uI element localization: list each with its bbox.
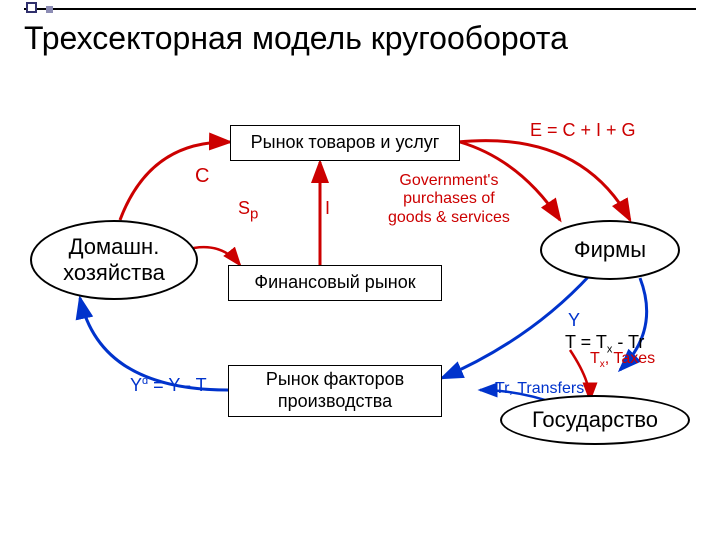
Sp-label: Sp (238, 198, 258, 223)
factor-market-box: Рынок факторов производства (228, 365, 442, 417)
factor-market-label: Рынок факторов производства (266, 369, 404, 412)
households-node: Домашн. хозяйства (30, 220, 198, 300)
title-rule (24, 8, 696, 10)
bullet-square-solid (46, 6, 53, 13)
circular-flow-diagram: Рынок товаров и услуг Финансовый рынок Р… (0, 70, 720, 540)
C-label: C (195, 165, 209, 188)
government-label: Государство (532, 407, 658, 433)
page-title: Трехсекторная модель кругооборота (24, 20, 568, 57)
goods-market-label: Рынок товаров и услуг (251, 132, 440, 154)
equation-label: E = C + I + G (530, 120, 636, 141)
firms-label: Фирмы (574, 237, 646, 263)
Tr-label: Tr, Transfers (495, 380, 584, 398)
firms-node: Фирмы (540, 220, 680, 280)
gov-purchases-label: Government's purchases of goods & servic… (388, 172, 510, 227)
financial-market-box: Финансовый рынок (228, 265, 442, 301)
Tx-label: Tx, Taxes (590, 350, 655, 370)
financial-market-label: Финансовый рынок (254, 272, 415, 294)
arrow-C_goods (120, 142, 230, 220)
Yd-label: Yd = Y - T (130, 375, 207, 396)
I-label: I (325, 198, 330, 219)
bullet-square-outline (26, 2, 37, 13)
Y-label: Y (568, 310, 580, 331)
households-label: Домашн. хозяйства (63, 234, 165, 287)
government-node: Государство (500, 395, 690, 445)
goods-market-box: Рынок товаров и услуг (230, 125, 460, 161)
